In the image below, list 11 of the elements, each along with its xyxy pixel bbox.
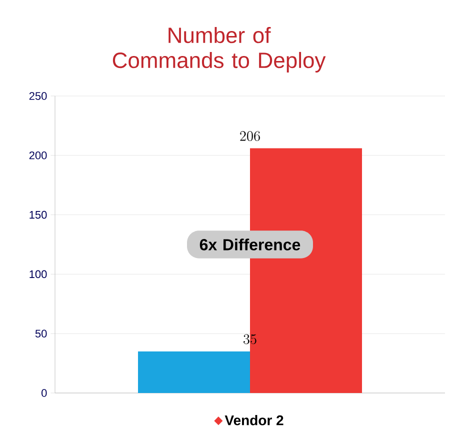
y-tick-label: 0 (42, 389, 47, 397)
chart-title: Number of Commands to Deploy (112, 26, 326, 72)
data-label: 206 (240, 131, 260, 142)
annotation: 6x Difference (200, 238, 300, 250)
y-tick-label: 250 (29, 92, 47, 100)
y-tick-label: 50 (35, 330, 47, 338)
y-tick-label: 200 (29, 152, 47, 160)
data-label: 35 (244, 334, 256, 344)
y-tick-label: 100 (30, 270, 47, 278)
y-tick-label: 150 (30, 210, 47, 219)
legend-label: Vendor 2 (224, 415, 284, 426)
